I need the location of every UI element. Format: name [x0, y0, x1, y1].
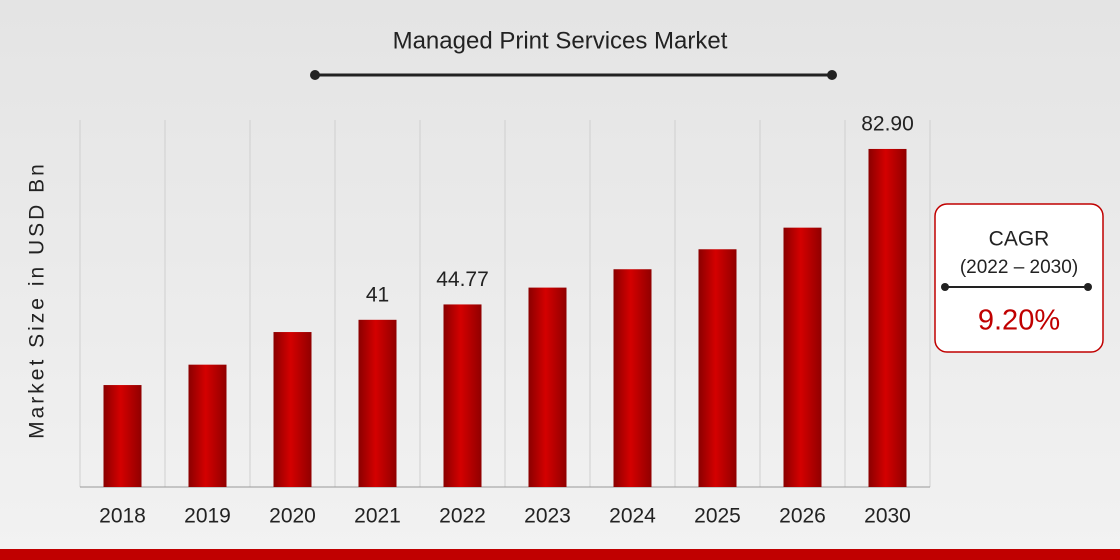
bar [868, 148, 907, 488]
x-tick-label: 2020 [269, 505, 316, 528]
bar [103, 385, 142, 487]
bar [443, 304, 482, 487]
x-tick-label: 2021 [354, 505, 401, 528]
bar [273, 332, 312, 487]
bottom-stripe [0, 549, 1120, 560]
cagr-period: (2022 – 2030) [960, 257, 1078, 278]
rule-dot [827, 70, 837, 80]
value-label: 44.77 [436, 268, 489, 291]
x-tick-label: 2018 [99, 505, 146, 528]
x-tick-label: 2026 [779, 505, 826, 528]
x-tick-label: 2030 [864, 505, 911, 528]
cagr-value: 9.20% [978, 305, 1060, 337]
cagr-title: CAGR [989, 228, 1050, 251]
chart-title: Managed Print Services Market [393, 27, 728, 54]
x-tick-label: 2025 [694, 505, 741, 528]
rule-dot [941, 283, 949, 291]
cagr-box: CAGR (2022 – 2030) 9.20% [934, 203, 1104, 353]
x-tick-label: 2023 [524, 505, 571, 528]
bar [698, 249, 737, 487]
value-label: 82.90 [861, 112, 914, 135]
rule-dot [1084, 283, 1092, 291]
rule-dot [310, 70, 320, 80]
cagr-frame [934, 203, 1104, 353]
value-label: 41 [366, 283, 389, 306]
bar [358, 319, 397, 487]
bar [613, 269, 652, 487]
x-tick-label: 2019 [184, 505, 231, 528]
x-tick-label: 2022 [439, 505, 486, 528]
y-axis-label: Market Size in USD Bn [26, 161, 49, 439]
bar [188, 364, 227, 487]
bar [528, 287, 567, 487]
x-tick-label: 2024 [609, 505, 656, 528]
bar [783, 227, 822, 488]
